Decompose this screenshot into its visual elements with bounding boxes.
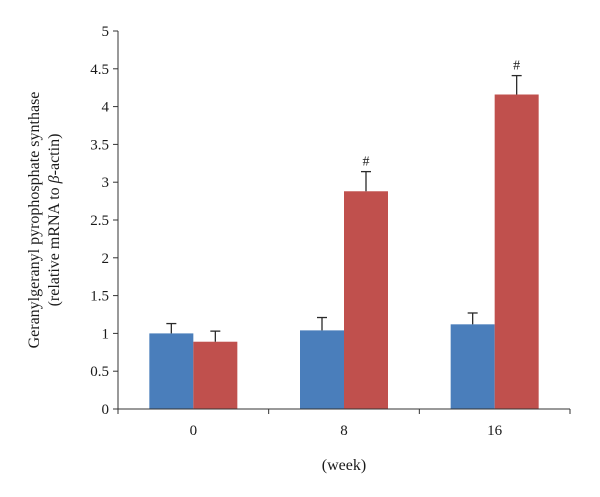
bars-layer [149,94,539,409]
x-tick-label-8: 8 [340,423,348,439]
x-tick-label-0: 0 [190,423,198,439]
y-tick-label: 4.5 [90,62,109,78]
y-tick-label: 1 [102,326,110,342]
y-axis-title-prefix: (relative mRNA to [46,183,63,306]
labels-layer: 0 #8 #16 0 0.5 1 1.5 2 2.5 3 3.5 4 4.5 5 [90,24,520,439]
x-axis-title: (week) [322,457,366,474]
bar-series2-week-0 [193,341,238,409]
bar-series1-week-0 [149,333,194,409]
y-axis-title-suffix: -actin) [46,134,63,176]
y-tick-label: 4 [102,100,110,116]
y-tick-label: 5 [102,24,110,40]
y-tick-label: 3.5 [90,137,109,153]
bar-series1-week-16 [450,324,495,409]
y-axis-title-line1: Geranylgeranyl pyrophosphate synthase [26,92,43,349]
y-tick-label: 2.5 [90,213,109,229]
y-axis-title-greek: β [46,175,63,184]
y-tick-label: 3 [102,175,110,191]
y-axis-title: Geranylgeranyl pyrophosphate synthase (r… [26,92,63,349]
y-tick-label: 1.5 [90,289,109,305]
y-tick-label: 2 [102,251,110,267]
y-tick-label: 0 [102,402,110,418]
y-axis-title-line2: (relative mRNA to β-actin) [46,134,63,307]
bar-series2-week-8 [344,191,388,409]
significance-mark-week-16: # [513,59,520,74]
axes-layer [113,30,571,414]
bar-series2-week-16 [494,94,539,409]
y-tick-label: 0.5 [90,364,109,380]
bar-series1-week-8 [300,330,344,409]
error-bars-layer [166,74,522,342]
x-tick-label-16: 16 [487,423,503,439]
significance-mark-week-8: # [363,155,370,170]
